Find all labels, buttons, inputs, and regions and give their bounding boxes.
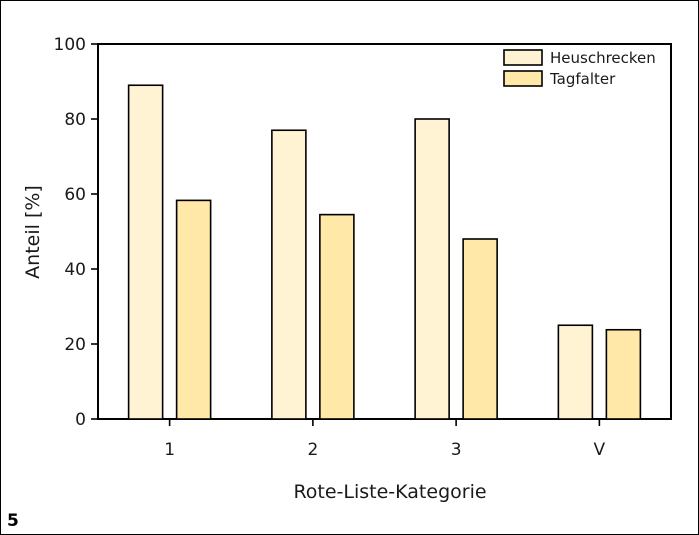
legend-label: Heuschrecken — [550, 49, 656, 67]
bar-tagfalter-3 — [462, 238, 498, 420]
legend-label: Tagfalter — [549, 70, 616, 88]
bars — [127, 84, 642, 420]
x-axis: 1 2 3 V — [164, 419, 606, 460]
y-tick-label: 80 — [64, 110, 86, 130]
bar-heuschrecken-1 — [127, 84, 164, 420]
bar-heuschrecken-2 — [271, 129, 307, 420]
y-tick-label: 20 — [64, 335, 86, 355]
figure-number: 5 — [7, 511, 19, 531]
legend: Heuschrecken Tagfalter — [503, 49, 656, 88]
y-tick-label: 60 — [64, 185, 86, 205]
y-axis: 0 20 40 60 80 100 — [54, 35, 98, 430]
bar-heuschrecken-3 — [414, 118, 450, 420]
legend-swatch — [503, 70, 543, 87]
bar-tagfalter-1 — [175, 199, 212, 420]
x-tick-label: V — [594, 440, 606, 460]
x-axis-label: Rote-Liste-Kategorie — [293, 481, 486, 503]
bar-tagfalter-2 — [319, 213, 355, 420]
y-tick-label: 40 — [64, 260, 86, 280]
x-tick-label: 2 — [307, 440, 318, 460]
plot-area — [97, 43, 672, 420]
x-tick-label: 1 — [164, 440, 175, 460]
x-tick-label: 3 — [451, 440, 462, 460]
y-tick-label: 100 — [54, 35, 86, 55]
plot-frame — [97, 43, 672, 420]
bar-heuschrecken-V — [557, 324, 594, 420]
legend-swatch — [503, 49, 543, 66]
y-axis-label: Anteil [%] — [22, 185, 44, 279]
bar-tagfalter-V — [605, 328, 642, 420]
y-tick-label: 0 — [75, 410, 86, 430]
